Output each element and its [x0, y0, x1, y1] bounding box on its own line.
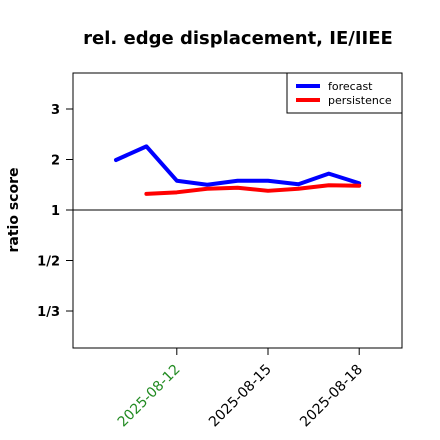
chart-title: rel. edge displacement, IE/IIEE: [83, 28, 393, 49]
y-axis-label: ratio score: [6, 168, 22, 253]
x-tick-label: 2025-08-18: [297, 362, 366, 431]
legend-box: [286, 72, 403, 114]
series-line-forecast: [114, 144, 362, 187]
y-tick-label: 1: [51, 204, 60, 219]
x-tick-label: 2025-08-12: [115, 362, 184, 431]
y-tick-label: 1/2: [37, 255, 60, 270]
y-tick-label: 3: [51, 103, 60, 118]
series-line-persistence: [144, 183, 362, 196]
legend-label-forecast: forecast: [328, 80, 373, 93]
y-tick-label: 2: [51, 154, 60, 169]
x-tick-label: 2025-08-15: [206, 362, 275, 431]
y-tick-label: 1/3: [37, 305, 60, 320]
legend-label-persistence: persistence: [328, 94, 392, 107]
